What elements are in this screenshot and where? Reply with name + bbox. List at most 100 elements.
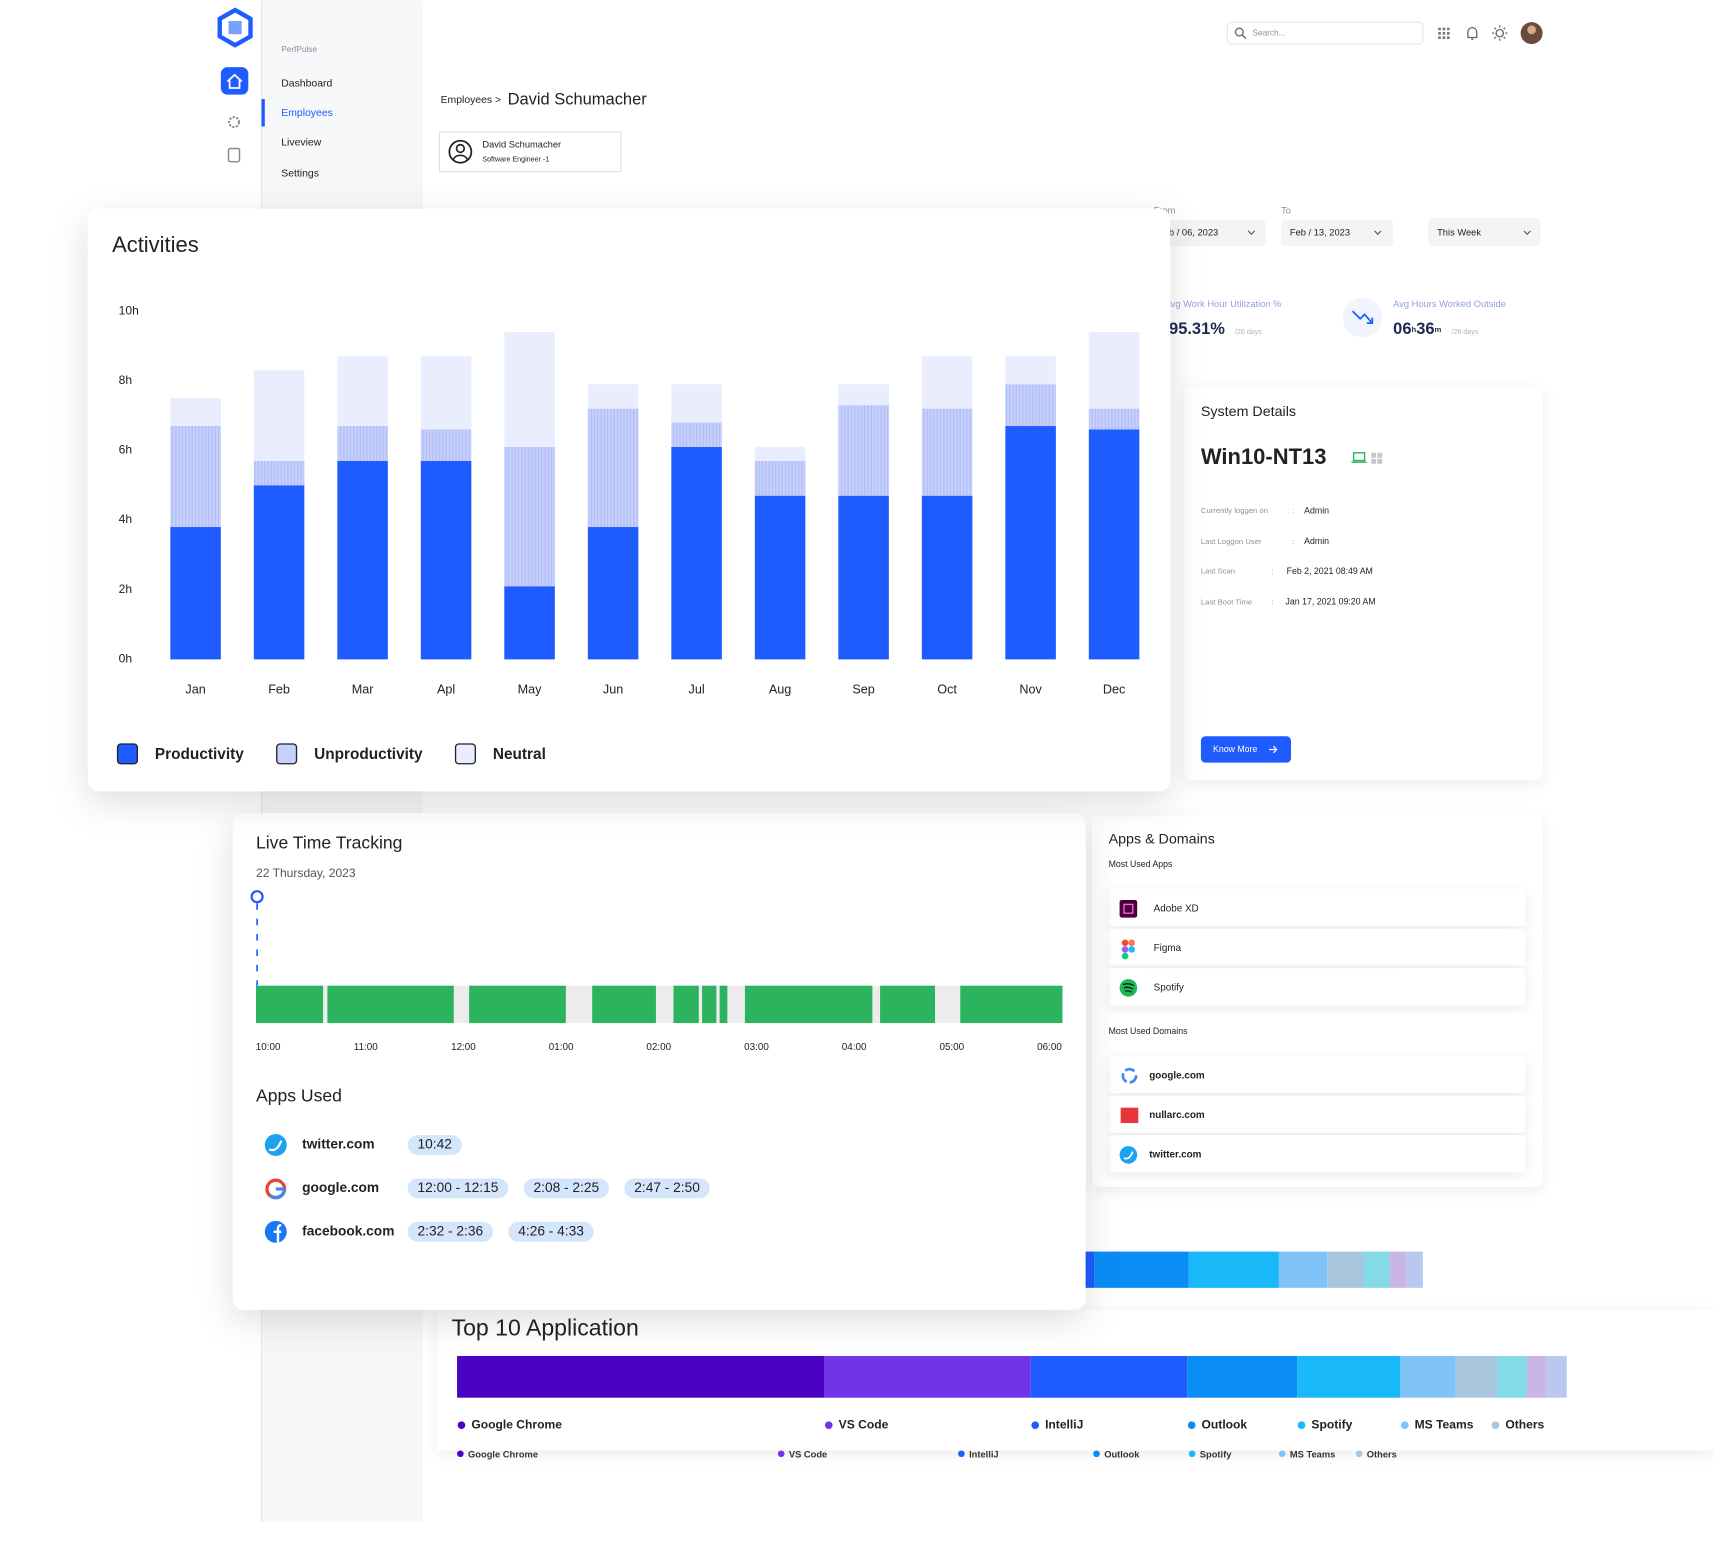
nullarc-icon <box>1120 1107 1139 1124</box>
legend-label: Google Chrome <box>471 1417 562 1431</box>
time-label: 06:00 <box>1037 1042 1062 1053</box>
legend-dot <box>1187 1421 1196 1430</box>
search-box[interactable] <box>1226 21 1424 45</box>
detail-value: Jan 17, 2021 09:20 AM <box>1286 597 1376 607</box>
gear-icon[interactable] <box>228 116 240 129</box>
y-tick-label: 8h <box>119 373 132 387</box>
nav-item[interactable]: Employees <box>281 108 333 119</box>
breadcrumb-parent[interactable]: Employees > <box>441 95 502 106</box>
share-bar-chart: Google Chrome VS Code IntelliJ Outlook Spoti… <box>457 1355 1567 1431</box>
bar-segment <box>1005 426 1056 660</box>
minutes: 36 <box>1416 320 1434 338</box>
time-chip-label: 2:08 - 2:25 <box>534 1180 600 1195</box>
bar-segment <box>337 356 388 427</box>
time-chip-label: 12:00 - 12:15 <box>418 1180 499 1195</box>
bar-segment <box>504 446 555 587</box>
legend-label: Outlook <box>1202 1417 1248 1431</box>
theme-icon[interactable] <box>1495 28 1505 38</box>
list-row <box>1109 968 1526 1006</box>
bar-segment <box>671 446 722 660</box>
time-chip <box>523 1178 610 1199</box>
know-more-button[interactable] <box>1200 736 1291 763</box>
bar-segment <box>754 446 806 461</box>
active-indicator <box>261 99 265 127</box>
timeline <box>256 985 1063 1024</box>
time-label: 11:00 <box>354 1042 378 1053</box>
legend-label: Productivity <box>155 746 244 763</box>
active-span <box>744 985 873 1024</box>
date-to[interactable] <box>1281 219 1394 247</box>
clipboard-icon[interactable] <box>227 147 241 163</box>
bar-segment <box>921 356 973 409</box>
active-span <box>880 985 936 1024</box>
system-card <box>1184 386 1543 781</box>
active-span <box>673 985 699 1024</box>
date-to-value[interactable]: Feb / 13, 2023 <box>1290 228 1350 238</box>
theme-icon <box>1492 25 1508 41</box>
stat-label: Avg Work Hour Utilization % <box>1165 299 1282 309</box>
separator: : <box>1271 597 1273 606</box>
bar-segment <box>1005 356 1056 385</box>
list-row <box>1109 928 1526 966</box>
ghost-legend-label: Others <box>1367 1449 1397 1459</box>
x-tick-label: Aug <box>769 682 791 696</box>
now-marker <box>250 890 264 904</box>
bar-segment <box>671 384 722 423</box>
range-value[interactable]: This Week <box>1437 228 1481 238</box>
legend-dot <box>1400 1421 1409 1430</box>
ghost-legend-dot <box>777 1450 785 1458</box>
y-tick-label: 4h <box>119 512 132 526</box>
ghost-legend-dot <box>1188 1450 1196 1458</box>
ghost-legend-label: Outlook <box>1104 1449 1140 1459</box>
range-select[interactable] <box>1428 217 1541 247</box>
nav-item[interactable]: Dashboard <box>281 78 332 89</box>
time-chip-label: 2:47 - 2:50 <box>634 1180 700 1195</box>
adobe-xd-icon <box>1123 903 1134 914</box>
stat-period: /26 days <box>1235 328 1262 336</box>
detail-label: Last Scan <box>1201 567 1235 576</box>
nav-item[interactable]: Liveview <box>281 138 321 149</box>
button-label[interactable]: Know More <box>1213 744 1257 754</box>
y-tick-label: 0h <box>119 652 132 666</box>
nav-item[interactable]: Settings <box>281 168 319 179</box>
bell-icon[interactable] <box>1467 26 1478 40</box>
ghost-legend-label: Google Chrome <box>468 1449 538 1459</box>
card-title: Live Time Tracking <box>256 833 402 853</box>
adobe-xd-icon <box>1119 900 1138 918</box>
x-tick-label: May <box>518 682 543 696</box>
background-legend: Google Chrome VS Code IntelliJ Outlook S… <box>457 1449 1397 1459</box>
search-placeholder[interactable]: Search... <box>1253 28 1286 37</box>
date-from-value[interactable]: Feb / 06, 2023 <box>1158 228 1218 238</box>
chevron <box>1523 230 1531 235</box>
time-label: 01:00 <box>549 1042 574 1053</box>
home-button[interactable] <box>220 67 249 95</box>
bar-segment <box>337 460 388 660</box>
domain-label: twitter.com <box>1149 1150 1201 1161</box>
date-from[interactable] <box>1151 219 1266 247</box>
profile-icon <box>448 139 473 164</box>
app-label: Adobe XD <box>1154 903 1199 914</box>
domain-label: google.com <box>1149 1070 1205 1081</box>
x-tick-label: Dec <box>1103 682 1125 696</box>
profile-card <box>438 131 622 173</box>
stat-value: 95.31% <box>1169 320 1225 338</box>
x-tick-label: Apl <box>437 682 455 696</box>
domain-label: nullarc.com <box>1149 1110 1205 1121</box>
ghost-segment <box>1085 1251 1095 1288</box>
time-label: 03:00 <box>744 1042 769 1053</box>
active-span <box>592 985 656 1024</box>
bar-segment <box>921 408 973 496</box>
app-label: Spotify <box>1154 983 1184 994</box>
bar-segment <box>1088 429 1140 660</box>
card-title: System Details <box>1201 404 1296 420</box>
legend-label: Neutral <box>493 746 546 763</box>
list-row <box>1109 1095 1526 1133</box>
logo <box>217 7 253 48</box>
ghost-segment <box>1406 1251 1423 1288</box>
app-name: twitter.com <box>302 1137 374 1152</box>
profile-icon <box>452 154 469 160</box>
active-span <box>719 985 728 1024</box>
apps-icon[interactable] <box>1438 27 1450 40</box>
bar-segment <box>754 460 806 496</box>
legend-swatch <box>276 743 298 765</box>
